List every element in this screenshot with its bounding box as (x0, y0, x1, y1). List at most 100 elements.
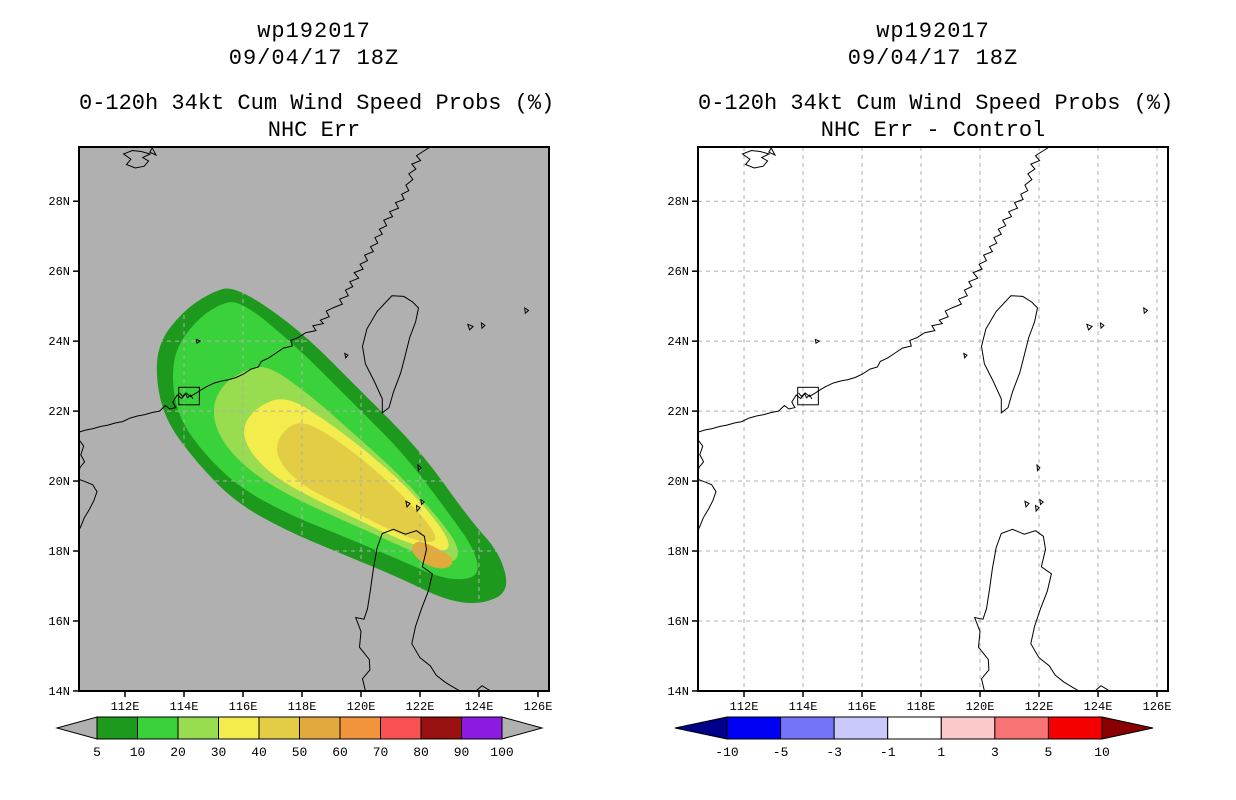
island-outline (149, 147, 158, 157)
lon-label: 124E (1084, 700, 1113, 714)
lat-label: 22N (48, 405, 70, 419)
colorbar-segment (137, 716, 179, 740)
coastline (1094, 685, 1109, 691)
coastline (79, 478, 98, 531)
lon-label: 124E (465, 700, 494, 714)
colorbar-segment (887, 716, 942, 740)
lat-label: 16N (48, 615, 70, 629)
colorbar-segment (461, 716, 503, 740)
map-canvas (79, 147, 549, 691)
island-outline (1143, 306, 1149, 315)
island-outline (480, 321, 486, 330)
colorbar-segment (833, 716, 889, 740)
colorbar-right-arrow (501, 716, 544, 740)
island-outline (768, 147, 777, 157)
lat-label: 14N (667, 685, 689, 699)
colorbar-label: 100 (490, 745, 513, 760)
island-outline (415, 504, 421, 513)
island-outline (1086, 323, 1093, 331)
island-outline (1039, 498, 1044, 506)
lon-label: 116E (848, 700, 877, 714)
lat-label: 24N (667, 335, 689, 349)
island-outline (417, 463, 422, 472)
colorbar-segment (339, 716, 381, 740)
method-left: NHC Err (267, 118, 361, 143)
lat-label: 24N (48, 335, 70, 349)
colorbar-segment (96, 716, 138, 740)
island-outline (1099, 321, 1105, 330)
lon-label: 126E (524, 700, 553, 714)
colorbar-right: -10 -5 -3 -1 1 3 5 10 (674, 716, 1154, 760)
island-outline (524, 306, 530, 315)
colorbar-label: 40 (251, 745, 267, 760)
colorbar-label: -10 (715, 745, 738, 760)
colorbar-label: 70 (373, 745, 389, 760)
colorbar-right-arrow (1101, 716, 1154, 740)
lon-label: 120E (966, 700, 995, 714)
island-outline (361, 295, 420, 414)
colorbar-segment (1047, 716, 1103, 740)
lat-label: 18N (667, 545, 689, 559)
storm-id-right: wp192017 (876, 19, 990, 44)
lon-label: 122E (1025, 700, 1054, 714)
probability-contour-40 (276, 423, 436, 542)
colorbar-label: -1 (880, 745, 896, 760)
colorbar-label: 3 (991, 745, 999, 760)
colorbar-segment (940, 716, 996, 740)
colorbar-label: 5 (1045, 745, 1053, 760)
lat-label: 14N (48, 685, 70, 699)
colorbar-label: 90 (454, 745, 470, 760)
map-panel-right: 28N 26N 24N 22N 20N 18N 16N 14N 112E 114E 116E 118E… (667, 146, 1171, 714)
coastline (475, 685, 490, 691)
map-frame (78, 146, 550, 692)
lat-label: 28N (667, 195, 689, 209)
delta-box-marker (797, 386, 819, 406)
lat-label: 26N (48, 265, 70, 279)
colorbar-segment (258, 716, 300, 740)
colorbar-label: 50 (292, 745, 308, 760)
colorbar-label: 30 (211, 745, 227, 760)
colorbar-left-arrow (55, 716, 98, 740)
method-right: NHC Err - Control (820, 118, 1046, 143)
lat-label: 26N (667, 265, 689, 279)
delta-coast-detail (179, 392, 194, 400)
colorbar-segment (177, 716, 219, 740)
storm-id-left: wp192017 (257, 19, 371, 44)
map-background (698, 147, 1168, 691)
island-outline (1034, 504, 1040, 513)
lat-label: 16N (667, 615, 689, 629)
colorbar-left: 5 10 20 30 40 50 60 70 80 90 100 (55, 716, 544, 760)
colorbar-segment (420, 716, 462, 740)
coastline (698, 478, 717, 531)
probability-contour-50 (412, 541, 453, 569)
colorbar-label: -5 (773, 745, 789, 760)
colorbar-label: 80 (413, 745, 429, 760)
lon-label: 122E (406, 700, 435, 714)
panel-left-titles: wp192017 09/04/17 18Z 0-120h 34kt Cum Wi… (79, 0, 554, 145)
colorbar-segment (380, 716, 422, 740)
colorbar-segment (218, 716, 260, 740)
island-outline (963, 352, 968, 360)
colorbar-label: 10 (130, 745, 146, 760)
lon-label: 118E (288, 700, 317, 714)
colorbar-label: 1 (937, 745, 945, 760)
lat-label: 18N (48, 545, 70, 559)
colorbar-label: -3 (826, 745, 842, 760)
coastline (973, 528, 1080, 691)
lat-label: 22N (667, 405, 689, 419)
island-outline (405, 500, 411, 509)
map-panel-left: 28N 26N 24N 22N 20N 18N 16N 14N 112E 114E 116E 118E… (48, 146, 553, 714)
island-outline (1024, 500, 1030, 509)
coastline (698, 147, 1050, 433)
island-outline (420, 498, 425, 506)
island-outline (1036, 463, 1041, 472)
lon-label: 114E (789, 700, 818, 714)
island-outline (122, 149, 152, 169)
colorbar-label: 20 (170, 745, 186, 760)
lon-label: 112E (730, 700, 759, 714)
colorbar-segment (726, 716, 782, 740)
island-outline (741, 149, 771, 169)
lat-label: 28N (48, 195, 70, 209)
island-outline (467, 323, 474, 331)
colorbar-label: 5 (93, 745, 101, 760)
